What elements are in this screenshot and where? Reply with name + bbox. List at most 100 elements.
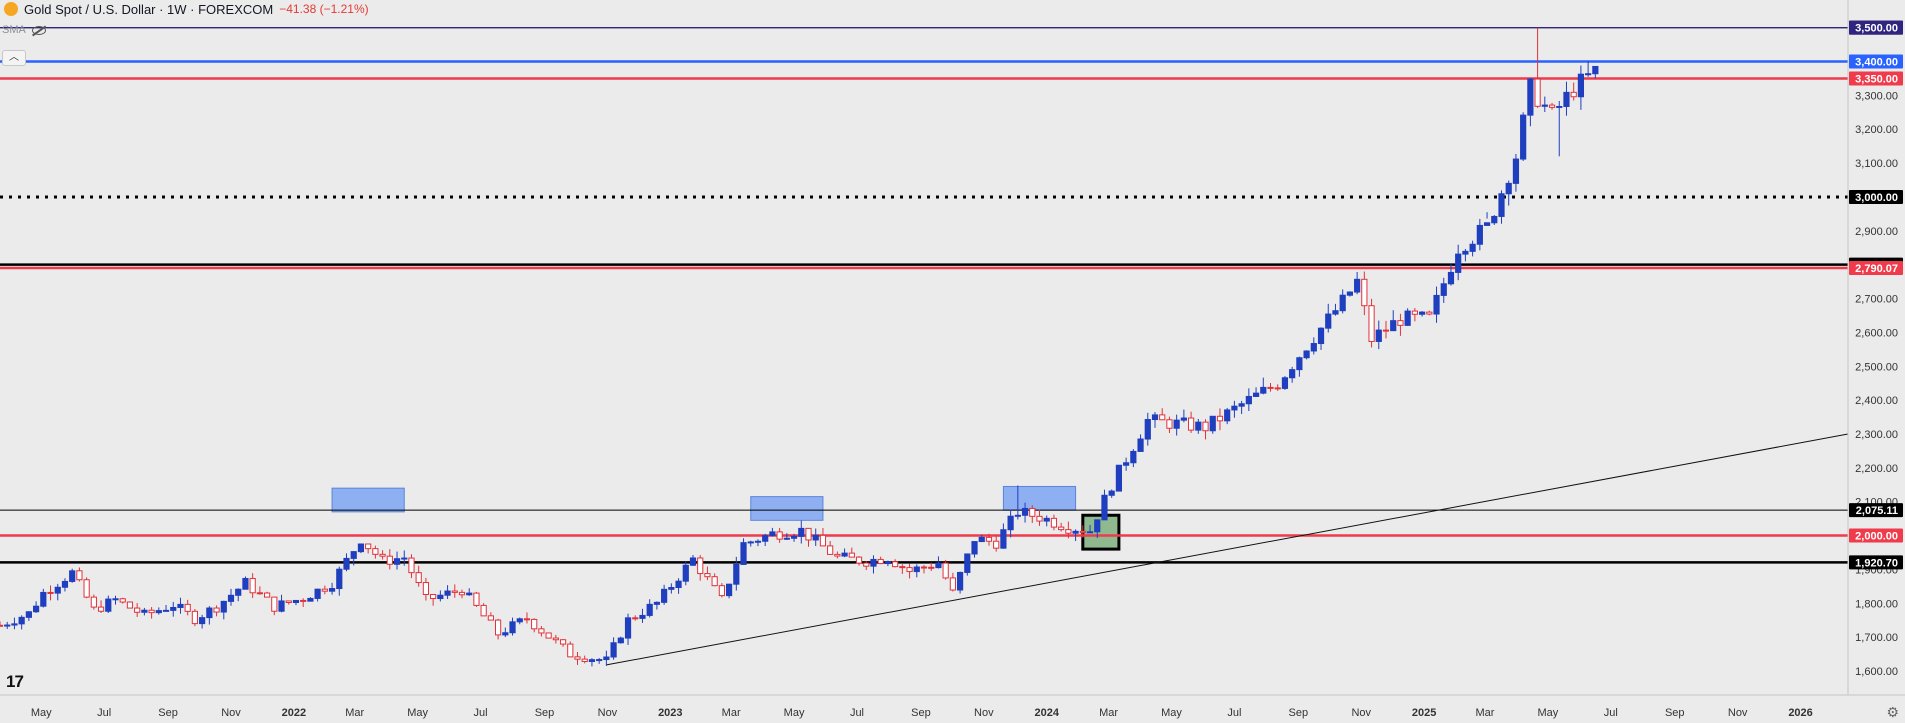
candle-body bbox=[1289, 369, 1296, 379]
y-tick-label: 1,600.00 bbox=[1855, 666, 1898, 678]
candle-body bbox=[1144, 419, 1151, 440]
candle-body bbox=[386, 555, 393, 565]
candle-body bbox=[1541, 104, 1548, 107]
candle-body bbox=[328, 588, 336, 592]
candle-body bbox=[1498, 193, 1505, 217]
candle-body bbox=[596, 659, 603, 662]
price-level-badge-bg bbox=[1849, 189, 1903, 204]
candle-body bbox=[1000, 529, 1007, 549]
candle-body bbox=[1216, 415, 1224, 422]
candle-body bbox=[1592, 65, 1599, 75]
indicator-name[interactable]: SMA bbox=[2, 24, 26, 36]
candle-body bbox=[1505, 182, 1512, 195]
candle-body bbox=[754, 540, 762, 543]
candle-body bbox=[1166, 419, 1173, 429]
x-tick-label: May bbox=[1161, 707, 1182, 719]
candle-body bbox=[661, 588, 668, 603]
price-level-badge: 2,000.00 bbox=[1849, 528, 1903, 543]
candle-body bbox=[704, 573, 711, 578]
candle-body bbox=[401, 557, 408, 560]
symbol-header[interactable]: Gold Spot / U.S. Dollar · 1W · FOREXCOM … bbox=[0, 0, 369, 18]
candle-body bbox=[863, 562, 870, 567]
chevron-up-icon: ︿ bbox=[9, 52, 19, 63]
candle-body bbox=[812, 534, 819, 541]
x-tick-label: May bbox=[31, 707, 52, 719]
indicator-legend[interactable]: SMA bbox=[2, 24, 46, 36]
candle-body bbox=[1563, 91, 1570, 107]
candle-body bbox=[1455, 253, 1462, 273]
candle-body bbox=[314, 588, 321, 599]
x-tick-label: Mar bbox=[1476, 707, 1495, 719]
candle-body bbox=[199, 617, 206, 625]
price-level-badge-bg bbox=[1849, 503, 1903, 518]
price-level-badge: 3,400.00 bbox=[1849, 54, 1903, 69]
candle-body bbox=[1065, 529, 1072, 534]
candle-body bbox=[141, 609, 148, 613]
candle-body bbox=[292, 599, 300, 603]
candle-body bbox=[300, 599, 307, 602]
candle-body bbox=[718, 585, 725, 597]
candle-body bbox=[177, 603, 184, 608]
candle-body bbox=[740, 542, 747, 565]
x-tick-label: 2026 bbox=[1788, 707, 1812, 719]
symbol-title[interactable]: Gold Spot / U.S. Dollar · 1W · FOREXCOM bbox=[24, 1, 274, 17]
candle-body bbox=[552, 637, 559, 641]
candle-body bbox=[242, 577, 249, 590]
candle-body bbox=[307, 597, 314, 602]
price-level-badge-bg bbox=[1849, 54, 1903, 69]
candle-body bbox=[97, 606, 105, 612]
candle-body bbox=[538, 628, 545, 634]
collapse-legend-button[interactable]: ︿ bbox=[2, 50, 26, 66]
price-level-badge-bg bbox=[1849, 555, 1903, 570]
y-tick-label: 3,100.00 bbox=[1855, 158, 1898, 170]
candle-body bbox=[430, 593, 437, 600]
candle-body bbox=[1556, 105, 1563, 108]
candle-body bbox=[1447, 271, 1455, 285]
candle-body bbox=[1231, 405, 1238, 411]
candle-body bbox=[1548, 104, 1556, 108]
candle-body bbox=[805, 527, 812, 541]
candle-body bbox=[928, 566, 935, 569]
price-level-label: 3,500.00 bbox=[1855, 23, 1898, 35]
candle-body bbox=[841, 552, 848, 557]
candles bbox=[0, 27, 1599, 667]
candle-body bbox=[148, 609, 155, 614]
candle-body bbox=[256, 592, 263, 595]
eye-hidden-icon[interactable] bbox=[31, 25, 46, 35]
candle-body bbox=[1375, 329, 1382, 342]
candle-body bbox=[249, 577, 256, 594]
candle-body bbox=[40, 591, 47, 607]
candle-body bbox=[1151, 414, 1159, 421]
candle-body bbox=[1159, 414, 1166, 421]
price-level-label: 2,000.00 bbox=[1855, 531, 1898, 543]
gear-icon[interactable]: ⚙ bbox=[1886, 704, 1899, 720]
x-tick-label: Sep bbox=[535, 707, 555, 719]
candle-body bbox=[1426, 311, 1433, 315]
candle-body bbox=[451, 590, 458, 593]
candle-body bbox=[1072, 530, 1079, 534]
candle-body bbox=[906, 567, 913, 573]
candle-body bbox=[1520, 114, 1527, 160]
tradingview-logo[interactable]: 17 bbox=[6, 672, 24, 691]
candle-body bbox=[1476, 224, 1483, 245]
candle-body bbox=[624, 617, 632, 639]
candle-body bbox=[1332, 310, 1339, 315]
candle-body bbox=[574, 656, 581, 660]
candle-body bbox=[1585, 73, 1592, 76]
candle-body bbox=[1469, 243, 1476, 252]
candle-body bbox=[206, 607, 213, 619]
y-tick-label: 2,500.00 bbox=[1855, 361, 1898, 373]
candle-body bbox=[487, 615, 494, 621]
y-tick-label: 2,400.00 bbox=[1855, 395, 1898, 407]
candle-body bbox=[1014, 514, 1021, 517]
candle-body bbox=[1101, 494, 1108, 521]
candle-body bbox=[285, 600, 292, 603]
candle-body bbox=[1354, 278, 1361, 293]
candle-body bbox=[848, 552, 855, 558]
candle-body bbox=[271, 596, 278, 612]
candle-body bbox=[1361, 278, 1368, 307]
candle-body bbox=[1086, 531, 1094, 534]
candle-body bbox=[1527, 78, 1534, 116]
